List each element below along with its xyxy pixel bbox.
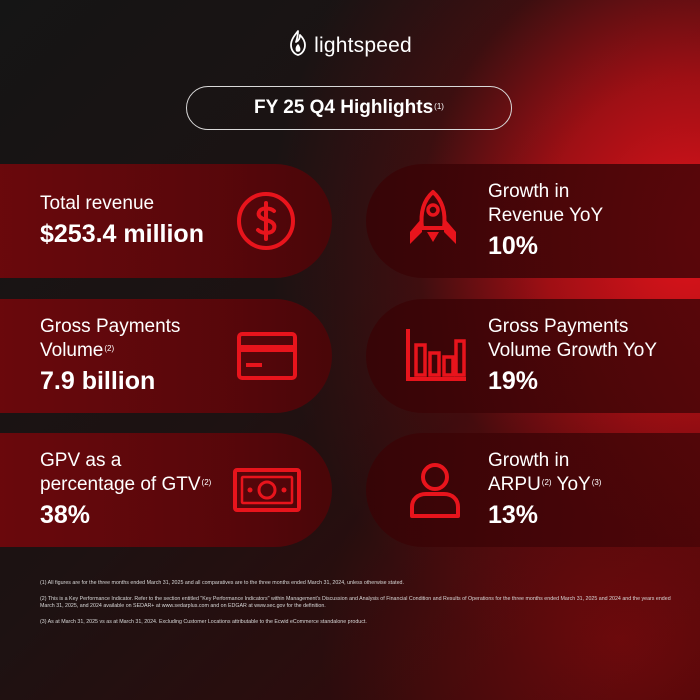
title-footnote-ref: (1) [434, 101, 444, 111]
card-label-line: percentage of GTV(2) [40, 473, 211, 497]
card-value: $253.4 million [40, 220, 204, 248]
credit-card-icon [236, 331, 298, 381]
card-label-line: ARPU(2) YoY(3) [488, 473, 601, 497]
card-value: 19% [488, 367, 539, 395]
card-arpu-growth: Growth in ARPU(2) YoY(3) 13% [366, 433, 700, 547]
footnote-ref: (2) [104, 344, 115, 353]
card-gross-payments-volume: Gross Payments Volume(2) 7.9 billion [0, 299, 332, 413]
footnotes: (1) All figures are for the three months… [40, 580, 680, 634]
page-title: FY 25 Q4 Highlights (1) [186, 86, 512, 130]
card-label: GPV as a [40, 450, 122, 471]
card-gpv-growth: Gross Payments Volume Growth YoY 19% [366, 299, 700, 413]
card-label: Gross Payments [40, 316, 181, 337]
card-label: Total revenue [40, 193, 155, 214]
brand-logo: lightspeed [0, 30, 700, 61]
card-label: Growth in [488, 181, 570, 202]
card-gpv-percentage-gtv: GPV as a percentage of GTV(2) 38% [0, 433, 332, 547]
flame-logo-icon [288, 30, 308, 61]
bar-chart-icon [404, 327, 468, 383]
rocket-icon [402, 188, 464, 252]
footnote: (2) This is a Key Performance Indicator.… [40, 595, 671, 610]
footnote-ref: (2) [201, 478, 212, 487]
card-value: 38% [40, 501, 91, 529]
card-text: Gross Payments Volume(2) 7.9 billion [40, 299, 180, 413]
card-label-text: percentage of GTV [40, 474, 201, 495]
card-label-text: ARPU [488, 474, 541, 495]
card-label: Gross Payments [488, 316, 629, 337]
footnote: (1) All figures are for the three months… [40, 580, 404, 586]
card-text: Total revenue $253.4 million [40, 164, 204, 278]
dollar-coin-icon [236, 191, 296, 251]
user-icon [408, 461, 462, 519]
card-total-revenue: Total revenue $253.4 million [0, 164, 332, 278]
card-value: 10% [488, 232, 539, 260]
page-title-text: FY 25 Q4 Highlights [254, 97, 434, 118]
card-value: 7.9 billion [40, 367, 156, 395]
card-label: Growth in [488, 450, 570, 471]
footnote: (3) As at March 31, 2025 vs as at March … [40, 618, 367, 625]
card-label: Volume Growth YoY [488, 340, 657, 361]
card-text: Gross Payments Volume Growth YoY 19% [488, 299, 657, 413]
footnote-ref: (2) [541, 478, 552, 487]
card-text: GPV as a percentage of GTV(2) 38% [40, 433, 211, 547]
card-text: Growth in Revenue YoY 10% [488, 164, 603, 278]
card-text: Growth in ARPU(2) YoY(3) 13% [488, 433, 601, 547]
banknote-icon [232, 467, 302, 513]
card-label: Revenue YoY [488, 205, 604, 226]
card-revenue-growth: Growth in Revenue YoY 10% [366, 164, 700, 278]
card-label-text: Volume [40, 340, 104, 361]
card-label-text: YoY [556, 474, 591, 495]
brand-name: lightspeed [314, 33, 412, 57]
footnote-ref: (3) [591, 478, 602, 487]
card-label-line: Volume(2) [40, 339, 180, 363]
card-value: 13% [488, 501, 539, 529]
